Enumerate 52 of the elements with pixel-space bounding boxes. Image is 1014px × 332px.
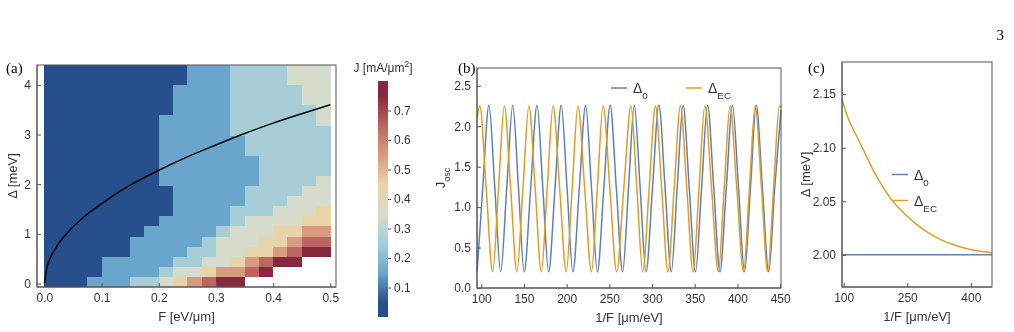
y-tick-label: 2 [24, 177, 32, 192]
y-tick-label: 2.15 [812, 87, 837, 102]
y-axis-title: Δ [meV] [5, 153, 20, 199]
y-axis-title: Δ [meV] [798, 151, 813, 198]
x-axis-title: F [eV/μm] [158, 309, 215, 324]
x-axis-title: 1/F [μm/eV] [883, 309, 951, 324]
color-bar-label: 0.1 [394, 280, 412, 295]
text: (b) [458, 60, 476, 77]
legend-label: Δ$_{EC}$ [914, 192, 937, 213]
x-tick-label: 100 [471, 291, 493, 306]
y-tick-label: 2.0 [454, 119, 472, 134]
x-tick-label: 300 [642, 291, 663, 306]
legend-label: Δ$_{0}$ [914, 166, 930, 187]
x-tick-label: 0.0 [36, 290, 54, 305]
x-tick-label: 350 [685, 291, 706, 306]
y-tick-label: 2.5 [454, 79, 472, 94]
color-bar-label: 0.6 [394, 133, 412, 148]
x-tick-label: 450 [770, 291, 791, 306]
text: 3 [996, 27, 1004, 43]
y-tick-label: 4 [24, 78, 32, 93]
legend-label: Δ$_{EC}$ [708, 80, 731, 101]
color-bar-label: 0.4 [394, 192, 412, 207]
y-tick-label: 0.5 [454, 240, 472, 255]
x-tick-label: 0.3 [208, 290, 226, 305]
y-tick-label: 1 [24, 227, 32, 242]
y-tick-label: 1.5 [454, 160, 472, 175]
x-tick-label: 250 [599, 291, 621, 306]
color-bar-label: 0.3 [394, 221, 412, 236]
y-tick-label: 0 [24, 276, 32, 291]
x-tick-label: 150 [514, 291, 535, 306]
y-tick-label: 1.0 [454, 200, 472, 215]
y-tick-label: 2.00 [812, 248, 837, 263]
x-axis-title: 1/F [μm/eV] [595, 310, 663, 325]
y-tick-label: 2.10 [812, 141, 837, 156]
text: (c) [808, 60, 825, 77]
x-tick-label: 0.1 [93, 290, 111, 305]
x-tick-label: 0.5 [322, 290, 340, 305]
y-tick-label: 2.05 [812, 194, 837, 209]
x-tick-label: 200 [557, 291, 578, 306]
x-tick-label: 250 [897, 290, 919, 305]
legend-label: Δ$_{0}$ [633, 80, 649, 101]
x-tick-label: 0.4 [265, 290, 283, 305]
color-bar-title: J [mA/μm$^{2}$] [353, 59, 413, 75]
text: (a) [6, 60, 23, 77]
x-tick-label: 0.2 [150, 290, 168, 305]
x-tick-label: 100 [834, 290, 855, 305]
color-bar-label: 0.2 [394, 251, 412, 266]
x-tick-label: 400 [961, 290, 982, 305]
color-bar-label: 0.7 [394, 103, 412, 118]
y-tick-label: 3 [24, 127, 32, 142]
x-tick-label: 400 [727, 291, 749, 306]
color-bar-label: 0.5 [394, 162, 412, 177]
